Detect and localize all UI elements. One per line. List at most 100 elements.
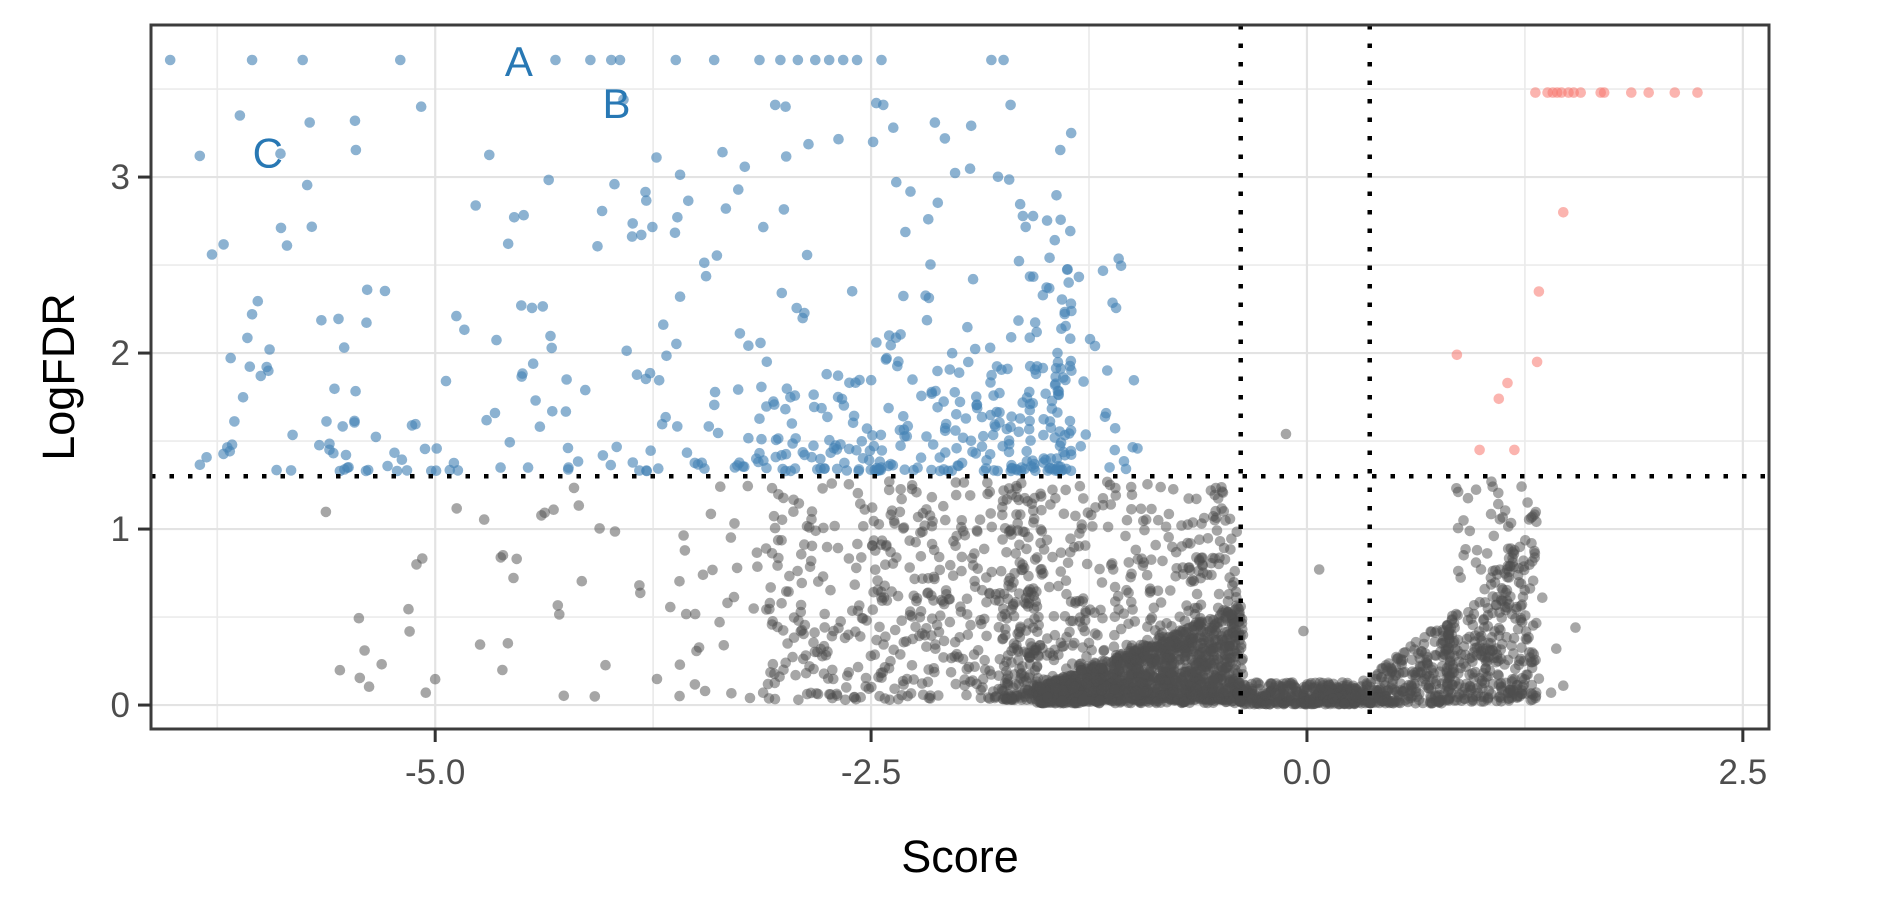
data-point (784, 570, 795, 582)
data-point (770, 434, 782, 446)
data-point (800, 650, 812, 661)
data-point (640, 186, 651, 198)
data-point (950, 678, 962, 690)
data-point (976, 441, 988, 452)
data-point (773, 489, 784, 500)
data-point (1493, 498, 1504, 510)
data-point (851, 562, 862, 574)
data-point (1575, 87, 1586, 98)
data-point (850, 626, 861, 637)
data-point (888, 515, 900, 527)
data-point (976, 411, 988, 423)
data-point (1382, 665, 1393, 677)
data-point (321, 416, 332, 427)
data-point (1531, 356, 1543, 368)
data-point (1038, 429, 1049, 441)
data-point (691, 645, 702, 657)
data-point (1224, 513, 1236, 525)
data-point (951, 409, 962, 420)
data-point (778, 204, 790, 215)
data-point (705, 508, 717, 520)
data-point (478, 514, 490, 525)
data-point (726, 688, 737, 699)
data-point (589, 691, 601, 702)
data-point (997, 685, 1008, 697)
data-point (1056, 695, 1068, 707)
data-point (1126, 504, 1137, 515)
data-point (1059, 308, 1070, 320)
data-point (1123, 670, 1134, 682)
data-point (1208, 646, 1219, 657)
data-point (592, 241, 603, 252)
data-point (281, 240, 293, 251)
data-point (350, 385, 361, 397)
data-point (1041, 534, 1053, 546)
data-point (826, 478, 838, 489)
data-point (949, 636, 961, 648)
data-point (1041, 215, 1053, 226)
data-point (829, 520, 840, 532)
data-point (1191, 493, 1202, 505)
data-point (1496, 583, 1508, 594)
data-point (1060, 575, 1072, 586)
data-point (921, 641, 932, 652)
data-point (940, 514, 951, 526)
data-point (868, 535, 880, 546)
data-point (350, 144, 362, 156)
data-point (742, 480, 754, 492)
data-point (1433, 697, 1445, 708)
data-point (1097, 265, 1109, 277)
x-tick-label: 2.5 (1719, 753, 1768, 792)
data-point (1024, 271, 1036, 282)
annotation-label-C: C (253, 129, 283, 176)
data-point (1197, 559, 1208, 571)
data-point (1452, 645, 1463, 656)
data-point (1055, 144, 1066, 156)
data-point (552, 600, 564, 611)
data-point (812, 646, 823, 658)
data-point (810, 54, 821, 66)
data-point (1145, 614, 1156, 625)
data-point (731, 562, 743, 574)
data-point (1069, 637, 1080, 649)
data-point (1038, 567, 1049, 579)
data-point (1024, 332, 1036, 344)
data-point (921, 431, 932, 442)
data-point (1254, 679, 1265, 690)
data-point (923, 214, 934, 225)
data-point (1451, 349, 1463, 361)
data-point (1510, 613, 1521, 624)
data-point (940, 585, 952, 596)
data-point (1167, 687, 1179, 698)
data-point (1023, 423, 1035, 435)
data-point (1023, 570, 1034, 582)
data-point (634, 465, 645, 476)
data-point (1342, 677, 1353, 689)
data-point (324, 438, 335, 450)
data-point (534, 421, 546, 433)
data-point (1109, 444, 1121, 456)
data-point (627, 457, 639, 468)
data-point (981, 455, 992, 466)
data-point (1142, 479, 1153, 490)
data-point (984, 486, 996, 498)
data-point (714, 616, 725, 628)
data-point (790, 669, 801, 681)
data-point (927, 439, 939, 450)
data-point (915, 452, 927, 464)
data-point (1551, 643, 1562, 654)
data-point (1050, 682, 1062, 694)
data-point (1405, 641, 1416, 652)
data-point (1065, 615, 1076, 627)
data-point (821, 541, 833, 553)
data-point (1006, 411, 1017, 423)
data-point (252, 295, 264, 307)
data-point (780, 151, 792, 162)
data-point (1110, 596, 1121, 607)
data-point (780, 448, 792, 460)
data-point (896, 615, 907, 626)
data-point (821, 368, 832, 380)
data-point (511, 553, 522, 565)
data-point (1518, 564, 1530, 576)
data-point (1126, 489, 1138, 501)
